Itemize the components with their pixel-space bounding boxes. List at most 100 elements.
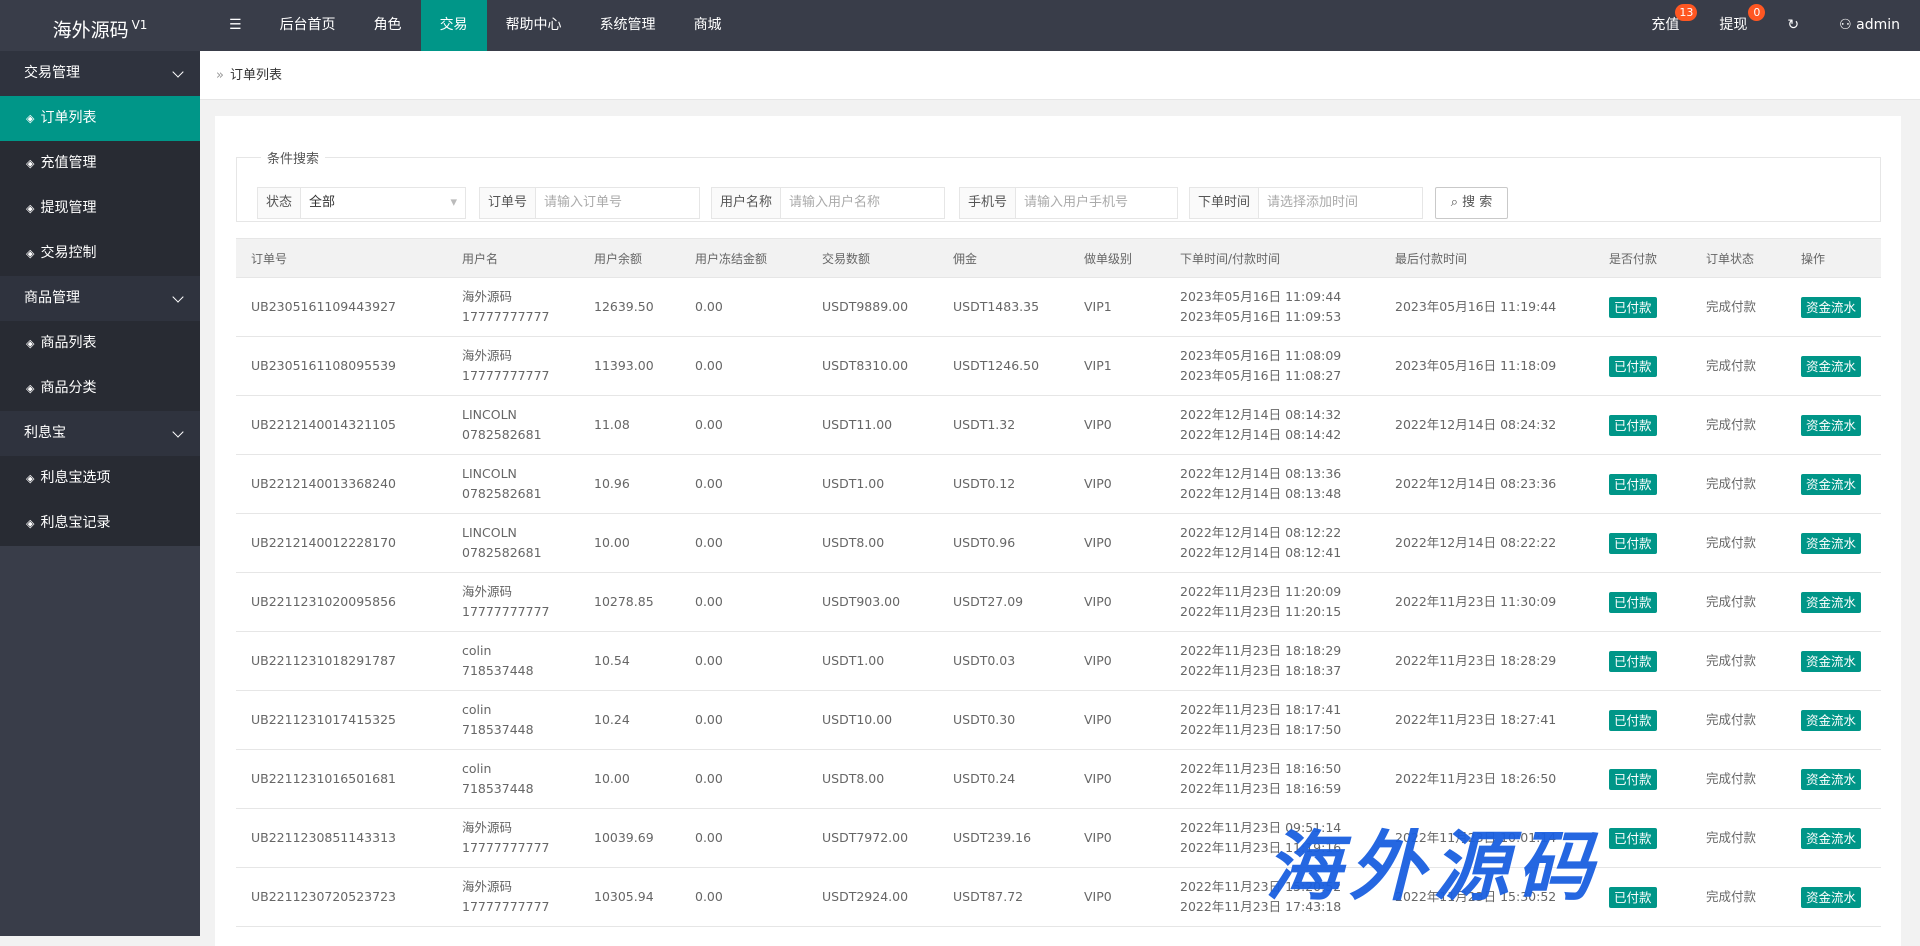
cell-text: 2022年11月23日 18:28:29 bbox=[1395, 653, 1557, 668]
input[interactable]: 请输入订单号 bbox=[544, 195, 623, 210]
recharge[interactable]: 充值 13 bbox=[1631, 0, 1699, 51]
cell-text: 完成付款 bbox=[1706, 830, 1757, 845]
cell-text: 10.00 bbox=[594, 535, 630, 550]
cell-text: 10039.69 bbox=[594, 830, 654, 845]
cell-text: VIP0 bbox=[1084, 712, 1112, 727]
cell: USDT0.12 bbox=[938, 454, 1069, 514]
cell-text: 11393.00 bbox=[594, 358, 654, 373]
column-header: 下单时间/付款时间 bbox=[1165, 238, 1380, 278]
cell: 0.00 bbox=[680, 572, 807, 632]
cell: 2023年05月16日 11:19:44 bbox=[1380, 277, 1594, 337]
user-menu[interactable]: ⚇ admin bbox=[1839, 17, 1900, 33]
table-body: UB2305161109443927 海外源码 17777777777 12639.5… bbox=[236, 277, 1881, 927]
cell: 10278.85 bbox=[579, 572, 680, 632]
cell: 完成付款 bbox=[1691, 867, 1786, 927]
withdraw-label: 提现 bbox=[1719, 17, 1748, 33]
menu-group[interactable]: 交易管理 bbox=[0, 51, 200, 96]
cell-text: 完成付款 bbox=[1706, 417, 1757, 432]
nav-item[interactable]: 商城 bbox=[693, 17, 722, 33]
cell-text: 完成付款 bbox=[1706, 535, 1757, 550]
cell-text: 17777777777 bbox=[462, 604, 550, 619]
flow-button[interactable]: 资金流水 bbox=[1801, 650, 1862, 672]
cell: 11.08 bbox=[579, 395, 680, 455]
cell-text: 2023年05月16日 11:09:53 bbox=[1180, 309, 1342, 324]
cell: 0.00 bbox=[680, 454, 807, 514]
column-header: 交易数额 bbox=[807, 238, 938, 278]
cell: USDT0.96 bbox=[938, 513, 1069, 573]
cell: 已付款 bbox=[1594, 631, 1691, 691]
column-header: 佣金 bbox=[938, 238, 1069, 278]
cell-text: 2022年11月23日 09:51:14 bbox=[1180, 820, 1342, 835]
cell-text: 0.00 bbox=[695, 830, 723, 845]
cell-text: UB2212140012228170 bbox=[251, 535, 396, 550]
cell: 10.24 bbox=[579, 690, 680, 750]
menu-group[interactable]: 利息宝 bbox=[0, 411, 200, 456]
menu-item[interactable]: 商品分类 bbox=[0, 366, 200, 411]
flow-button[interactable]: 资金流水 bbox=[1801, 414, 1862, 436]
menu-toggle[interactable]: ☰ bbox=[229, 17, 242, 33]
select[interactable]: 全部 bbox=[301, 188, 465, 218]
search-button[interactable]: 搜 索 bbox=[1435, 187, 1508, 219]
withdraw[interactable]: 提现 0 bbox=[1699, 0, 1767, 51]
logo-text: 海外源码 bbox=[52, 19, 129, 42]
badge: 0 bbox=[1748, 4, 1766, 21]
cell: 海外源码 17777777777 bbox=[447, 867, 579, 927]
menu-item[interactable]: 订单列表 bbox=[0, 96, 200, 141]
menu-item[interactable]: 利息宝选项 bbox=[0, 456, 200, 501]
flow-button[interactable]: 资金流水 bbox=[1801, 355, 1862, 377]
cell-text: 2023年05月16日 11:08:09 bbox=[1180, 348, 1342, 363]
column-header: 最后付款时间 bbox=[1380, 238, 1594, 278]
cell-text: UB2211231016501681 bbox=[251, 771, 396, 786]
menu-item[interactable]: 提现管理 bbox=[0, 186, 200, 231]
input[interactable]: 请输入用户手机号 bbox=[1024, 195, 1129, 210]
flow-button[interactable]: 资金流水 bbox=[1801, 709, 1862, 731]
version: V1 bbox=[131, 18, 148, 32]
cell: 资金流水 bbox=[1786, 454, 1881, 514]
cell: 完成付款 bbox=[1691, 690, 1786, 750]
cell-text: USDT0.12 bbox=[953, 476, 1016, 491]
nav-item[interactable]: 系统管理 bbox=[599, 17, 656, 33]
menu-item[interactable]: 充值管理 bbox=[0, 141, 200, 186]
logo[interactable]: 海外源码 V1 bbox=[0, 0, 200, 51]
cell-text: 2023年05月16日 11:08:27 bbox=[1180, 368, 1342, 383]
cell-text: 2022年12月14日 08:12:22 bbox=[1180, 525, 1342, 540]
flow-button[interactable]: 资金流水 bbox=[1801, 473, 1862, 495]
cell-text: colin bbox=[462, 702, 492, 717]
flow-button[interactable]: 资金流水 bbox=[1801, 827, 1862, 849]
menu-item[interactable]: 利息宝记录 bbox=[0, 501, 200, 546]
menu-item[interactable]: 交易控制 bbox=[0, 231, 200, 276]
nav-item[interactable]: 交易 bbox=[420, 0, 487, 51]
menu-group[interactable]: 商品管理 bbox=[0, 276, 200, 321]
cell-text: 2022年11月23日 11:19:16 bbox=[1180, 840, 1342, 855]
cell-text: 10.54 bbox=[594, 653, 630, 668]
flow-button[interactable]: 资金流水 bbox=[1801, 768, 1862, 790]
sidebar: 交易管理订单列表充值管理提现管理交易控制商品管理商品列表商品分类利息宝利息宝选项… bbox=[0, 51, 200, 936]
input[interactable]: 请输入用户名称 bbox=[789, 195, 881, 210]
cell: VIP0 bbox=[1069, 808, 1165, 868]
flow-button[interactable]: 资金流水 bbox=[1801, 296, 1862, 318]
search-field: 状态 全部 bbox=[257, 187, 466, 219]
cell: 海外源码 17777777777 bbox=[447, 277, 579, 337]
nav-item[interactable]: 后台首页 bbox=[279, 17, 336, 33]
column-header: 是否付款 bbox=[1594, 238, 1691, 278]
cell: 2023年05月16日 11:09:44 2023年05月16日 11:09:53 bbox=[1165, 277, 1380, 337]
menu-item[interactable]: 商品列表 bbox=[0, 321, 200, 366]
table-row: UB2211230851143313 海外源码 17777777777 10039.6… bbox=[236, 808, 1881, 868]
cell: 资金流水 bbox=[1786, 277, 1881, 337]
flow-button[interactable]: 资金流水 bbox=[1801, 591, 1862, 613]
cell-text: VIP0 bbox=[1084, 476, 1112, 491]
cell: USDT8.00 bbox=[807, 749, 938, 809]
cell: 已付款 bbox=[1594, 395, 1691, 455]
cell: UB2212140013368240 bbox=[236, 454, 447, 514]
cell: 完成付款 bbox=[1691, 631, 1786, 691]
cell: 海外源码 17777777777 bbox=[447, 572, 579, 632]
nav-item[interactable]: 角色 bbox=[373, 17, 402, 33]
nav-item[interactable]: 帮助中心 bbox=[505, 17, 562, 33]
flow-button[interactable]: 资金流水 bbox=[1801, 886, 1862, 908]
cell: 已付款 bbox=[1594, 454, 1691, 514]
refresh[interactable]: ↻ bbox=[1787, 17, 1800, 33]
field-label: 手机号 bbox=[960, 188, 1017, 218]
input[interactable]: 请选择添加时间 bbox=[1267, 195, 1359, 210]
flow-button[interactable]: 资金流水 bbox=[1801, 532, 1862, 554]
